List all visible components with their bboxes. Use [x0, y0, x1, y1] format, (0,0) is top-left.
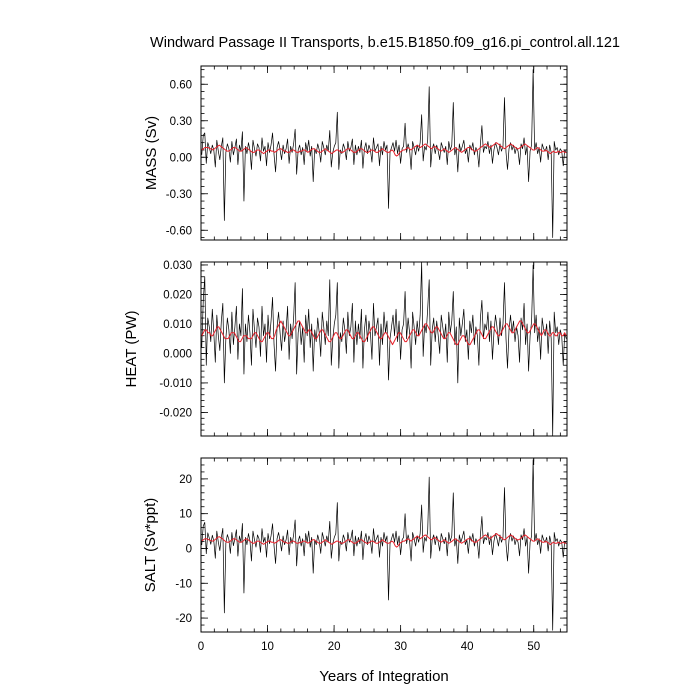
salt-y-tick-label: -10: [175, 578, 192, 590]
salt-x-tick-label: 0: [198, 641, 204, 653]
heat-y-tick-label: -0.010: [159, 378, 192, 390]
salt-y-tick-label: 10: [179, 509, 192, 521]
mass-smoothed-series-line: [201, 142, 567, 157]
mass-y-tick-label: 0.00: [170, 152, 192, 164]
heat-y-tick-label: 0.010: [163, 319, 192, 331]
heat-series-lines: [201, 261, 567, 437]
mass-y-tick-label: -0.30: [166, 189, 192, 201]
salt-panel: -20 -10 0 10 20 0 10 20 30 40 50 SALT (Sv*ppt): [142, 457, 568, 653]
salt-x-tick-label: 10: [261, 641, 274, 653]
salt-x-tick-label: 50: [527, 641, 540, 653]
salt-x-tick-label: 20: [328, 641, 341, 653]
mass-raw-series-line: [201, 69, 567, 238]
salt-y-tick-labels: -20 -10 0 10 20: [175, 474, 192, 625]
x-axis-label: Years of Integration: [319, 668, 449, 685]
salt-smoothed-series-line: [201, 533, 567, 548]
mass-panel: -0.60 -0.30 0.00 0.30 0.60 MASS (Sv): [143, 65, 568, 241]
mass-y-tick-label: 0.30: [170, 116, 192, 128]
salt-y-tick-label: -20: [175, 613, 192, 625]
mass-y-tick-labels: -0.60 -0.30 0.00 0.30 0.60: [166, 79, 192, 237]
heat-smoothed-series-line: [201, 320, 567, 346]
salt-y-axis-label: SALT (Sv*ppt): [142, 498, 159, 592]
salt-x-tick-label: 30: [394, 641, 407, 653]
heat-y-tick-labels: -0.020 -0.010 0.000 0.010 0.020 0.030: [159, 260, 192, 419]
heat-axis-ticks: [200, 262, 567, 437]
mass-axis-ticks: [200, 66, 567, 240]
salt-raw-series-line: [201, 459, 567, 631]
heat-y-axis-label: HEAT (PW): [123, 311, 140, 388]
mass-y-axis-label: MASS (Sv): [143, 116, 160, 190]
heat-raw-series-line: [201, 261, 567, 437]
heat-plot-frame: [200, 261, 568, 437]
salt-series-lines: [201, 459, 567, 631]
salt-plot-frame: [200, 457, 568, 633]
salt-y-tick-label: 0: [186, 543, 192, 555]
mass-series-lines: [201, 69, 567, 238]
salt-axis-ticks: [200, 457, 567, 633]
mass-y-tick-label: -0.60: [166, 225, 192, 237]
heat-y-tick-label: 0.030: [163, 260, 192, 272]
heat-panel: -0.020 -0.010 0.000 0.010 0.020 0.030 HEAT (P…: [123, 260, 568, 437]
heat-y-tick-label: 0.020: [163, 289, 192, 301]
heat-y-tick-label: -0.020: [159, 407, 192, 419]
salt-x-tick-labels: 0 10 20 30 40 50: [198, 641, 540, 653]
heat-y-tick-label: 0.000: [163, 348, 192, 360]
chart-title: Windward Passage II Transports, b.e15.B1…: [150, 35, 620, 51]
mass-y-tick-label: 0.60: [170, 79, 192, 91]
salt-y-tick-label: 20: [179, 474, 192, 486]
mass-plot-frame: [200, 65, 568, 241]
salt-x-tick-label: 40: [461, 641, 474, 653]
